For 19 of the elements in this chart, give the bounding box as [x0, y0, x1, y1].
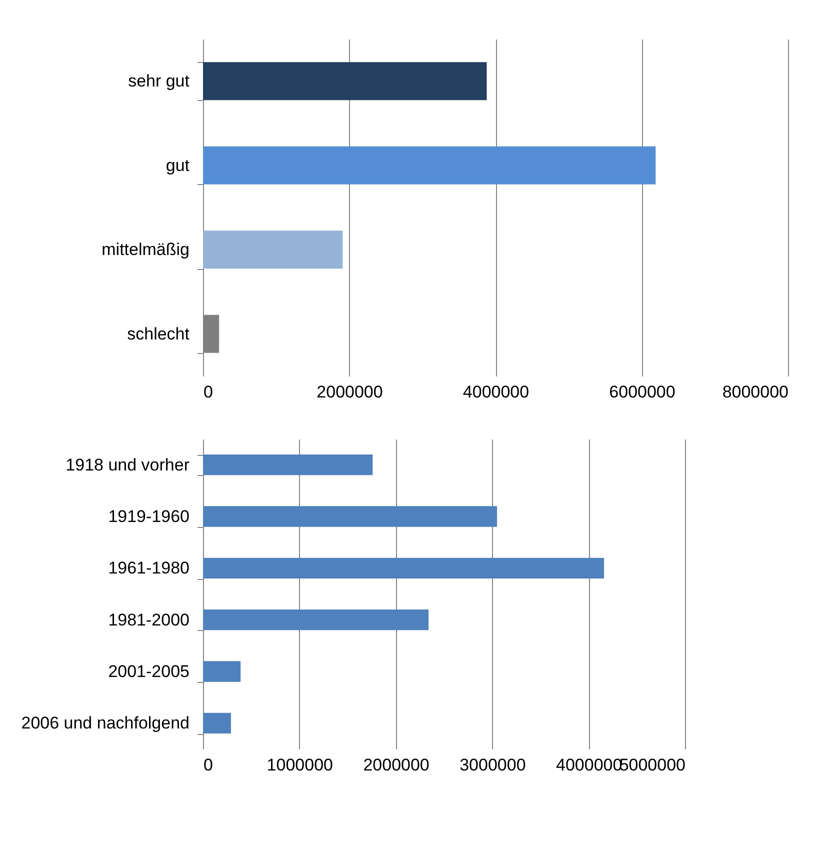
- x-tick-label: 8000000: [722, 382, 788, 402]
- y-tick-label: 1918 und vorher: [66, 455, 190, 474]
- y-tick-label: 1961-1980: [108, 558, 190, 578]
- x-tick-label: 2000000: [363, 756, 430, 774]
- y-tick-label: 2006 und nachfolgend: [21, 714, 190, 733]
- x-tick-label: 0: [204, 756, 213, 774]
- y-tick-label: 1919-1960: [108, 507, 190, 526]
- x-tick-label: 1000000: [266, 756, 333, 774]
- x-tick-label: 3000000: [460, 756, 526, 774]
- x-tick-label: 4000000: [462, 382, 530, 402]
- x-tick-label: 2000000: [316, 382, 383, 402]
- y-tick-label: sehr gut: [128, 72, 190, 91]
- x-tick-label: 6000000: [609, 382, 676, 402]
- y-tick-label: gut: [166, 156, 190, 175]
- y-tick-label: 1981-2000: [108, 610, 190, 630]
- y-tick-label: schlecht: [127, 324, 190, 344]
- y-tick-label: mittelmäßig: [102, 240, 190, 260]
- x-tick-label: 0: [204, 382, 213, 402]
- y-tick-label: 2001-2005: [108, 662, 190, 681]
